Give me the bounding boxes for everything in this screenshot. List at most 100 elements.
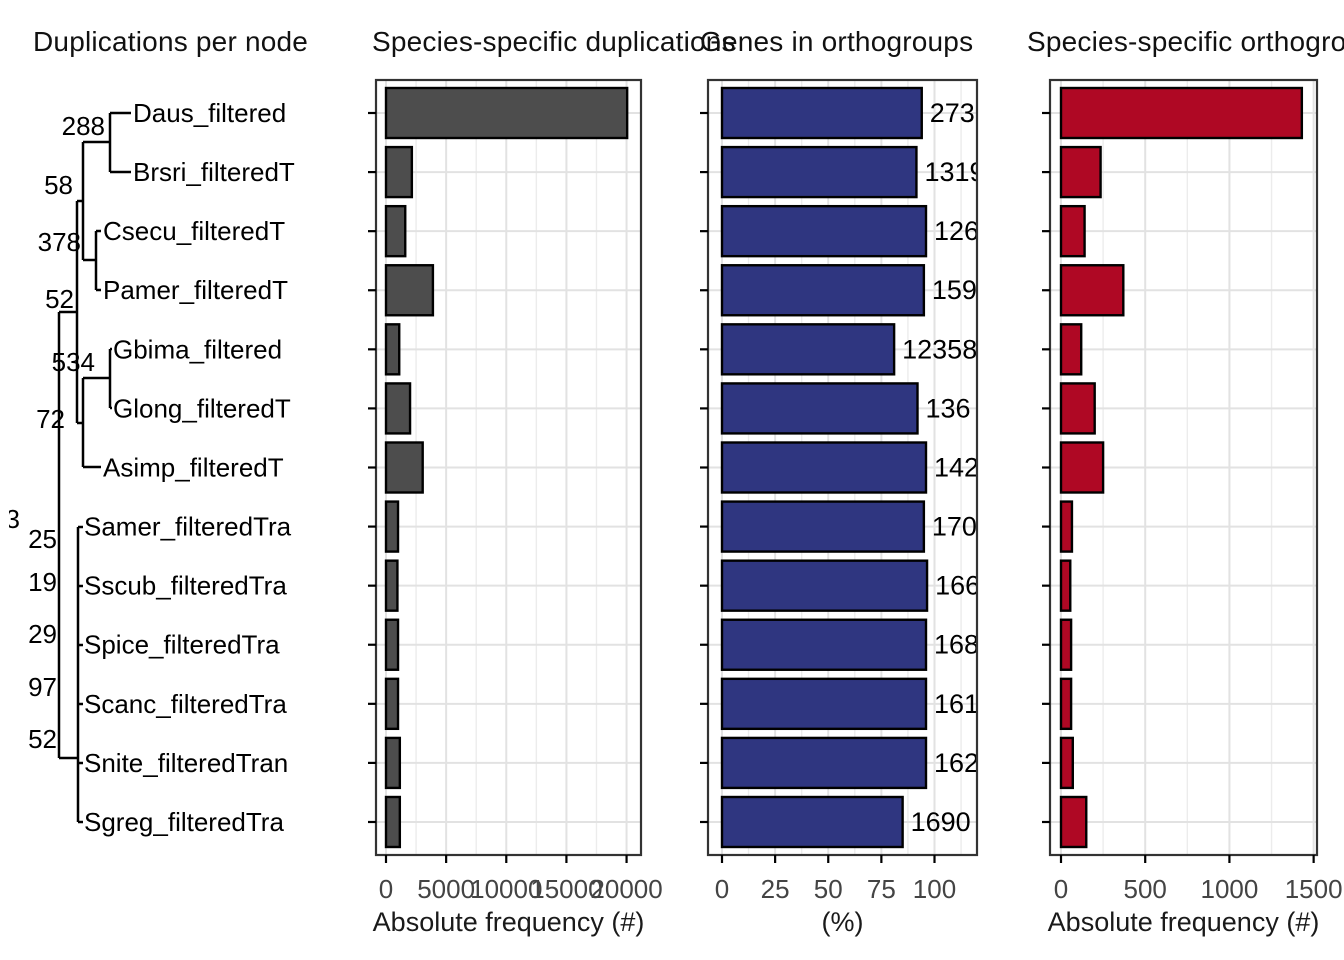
bar-Scanc_filteredTra bbox=[720, 677, 928, 731]
node-label: 378 bbox=[38, 227, 81, 257]
phylo-tree: Daus_filtered Brsri_filteredT Csecu_filter… bbox=[6, 98, 295, 837]
bar-Sscub_filteredTra bbox=[384, 559, 399, 612]
x-tick-label: 0 bbox=[715, 874, 729, 904]
node-label: 52 bbox=[45, 284, 74, 314]
bar-Sgreg_filteredTra bbox=[720, 795, 904, 849]
x-tick-label: 1000 bbox=[1200, 874, 1258, 904]
bar-Daus_filtered bbox=[1059, 86, 1304, 140]
title-duplications-per-node: Duplications per node bbox=[33, 26, 309, 57]
bar-Snite_filteredTran bbox=[720, 736, 928, 790]
x-tick-label: 0 bbox=[379, 874, 393, 904]
x-axis-title: Absolute frequency (#) bbox=[373, 907, 645, 937]
species-label: Scanc_filteredTra bbox=[84, 689, 287, 719]
bar-Csecu_filteredT bbox=[1059, 204, 1086, 258]
species-label: Asimp_filteredT bbox=[103, 452, 284, 482]
value-label: 1319 bbox=[924, 157, 984, 187]
bar-Samer_filteredTra bbox=[1059, 500, 1074, 553]
node-label: 3 bbox=[6, 504, 20, 534]
x-tick-label: 0 bbox=[1054, 874, 1068, 904]
species-label: Daus_filtered bbox=[133, 98, 286, 128]
bar-Sscub_filteredTra bbox=[1059, 559, 1072, 612]
value-label: 168 bbox=[934, 630, 979, 660]
species-label: Spice_filteredTra bbox=[84, 630, 280, 660]
bar-Scanc_filteredTra bbox=[384, 677, 400, 731]
bar-Daus_filtered bbox=[720, 86, 923, 140]
bar-Sgreg_filteredTra bbox=[1059, 795, 1088, 849]
node-label: 72 bbox=[36, 404, 65, 434]
bar-Sscub_filteredTra bbox=[720, 559, 929, 612]
x-axis-title: (%) bbox=[822, 907, 864, 937]
bar-Brsri_filteredT bbox=[720, 145, 918, 199]
bar-Spice_filteredTra bbox=[720, 618, 928, 671]
bar-Daus_filtered bbox=[384, 86, 629, 140]
title-genes-in-orthogroups: Genes in orthogroups bbox=[700, 26, 974, 57]
bar-Pamer_filteredT bbox=[720, 264, 926, 317]
bar-Snite_filteredTran bbox=[384, 736, 402, 790]
value-label: 170 bbox=[932, 512, 977, 542]
x-tick-label: 100 bbox=[913, 874, 956, 904]
bar-Pamer_filteredT bbox=[1059, 264, 1125, 317]
bar-Glong_filteredT bbox=[384, 382, 412, 435]
bars-group: 273 1319 126 159 12358 136 142 170 166 168 161 162 1… bbox=[720, 86, 984, 849]
node-label: 97 bbox=[28, 672, 57, 702]
node-label: 58 bbox=[44, 170, 73, 200]
x-tick-label: 10000 bbox=[470, 874, 542, 904]
value-label: 159 bbox=[932, 275, 977, 305]
bar-Snite_filteredTran bbox=[1059, 736, 1074, 790]
value-label: 166 bbox=[935, 571, 980, 601]
bar-Glong_filteredT bbox=[720, 382, 919, 435]
species-label: Csecu_filteredT bbox=[103, 216, 285, 246]
value-label: 12358 bbox=[902, 334, 977, 364]
species-label: Sscub_filteredTra bbox=[84, 571, 287, 601]
bar-Brsri_filteredT bbox=[384, 145, 414, 199]
x-tick-label: 5000 bbox=[417, 874, 475, 904]
bar-Asimp_filteredT bbox=[384, 441, 424, 494]
bar-Spice_filteredTra bbox=[384, 618, 400, 671]
bar-panel-genes-in-orthogroups-percent: 273 1319 126 159 12358 136 142 170 166 168 161 162 1… bbox=[700, 78, 984, 937]
bar-Gbima_filtered bbox=[1059, 323, 1083, 376]
x-tick-label: 15000 bbox=[530, 874, 602, 904]
x-tick-label: 50 bbox=[814, 874, 843, 904]
bar-Pamer_filteredT bbox=[384, 264, 435, 317]
species-label: Glong_filteredT bbox=[113, 393, 291, 423]
node-label: 19 bbox=[28, 567, 57, 597]
species-label: Brsri_filteredT bbox=[133, 157, 295, 187]
bar-Brsri_filteredT bbox=[1059, 145, 1102, 199]
bar-Samer_filteredTra bbox=[384, 500, 400, 553]
x-tick-label: 500 bbox=[1124, 874, 1167, 904]
value-label: 273 bbox=[930, 98, 975, 128]
node-label: 25 bbox=[28, 524, 57, 554]
bar-Samer_filteredTra bbox=[720, 500, 926, 553]
species-label: Gbima_filtered bbox=[113, 334, 282, 364]
value-label: 136 bbox=[926, 393, 971, 423]
species-label: Snite_filteredTran bbox=[84, 748, 288, 778]
value-label: 161 bbox=[934, 689, 979, 719]
x-tick-label: 25 bbox=[761, 874, 790, 904]
bar-Scanc_filteredTra bbox=[1059, 677, 1073, 731]
x-tick-label: 75 bbox=[867, 874, 896, 904]
species-label: Pamer_filteredT bbox=[103, 275, 288, 305]
x-axis-title: Absolute frequency (#) bbox=[1048, 907, 1320, 937]
bar-Asimp_filteredT bbox=[720, 441, 928, 494]
species-label: Sgreg_filteredTra bbox=[84, 807, 284, 837]
title-species-specific-duplications: Species-specific duplications bbox=[372, 26, 736, 57]
value-label: 126 bbox=[934, 216, 979, 246]
value-label: 162 bbox=[934, 748, 979, 778]
node-label: 52 bbox=[28, 724, 57, 754]
node-label: 288 bbox=[62, 111, 105, 141]
bar-Csecu_filteredT bbox=[720, 204, 928, 258]
bars-group bbox=[1059, 86, 1304, 849]
x-tick-label: 1500 bbox=[1285, 874, 1343, 904]
bar-Gbima_filtered bbox=[384, 323, 401, 376]
bar-Glong_filteredT bbox=[1059, 382, 1096, 435]
bar-Spice_filteredTra bbox=[1059, 618, 1073, 671]
bar-Sgreg_filteredTra bbox=[384, 795, 402, 849]
bar-Csecu_filteredT bbox=[384, 204, 407, 258]
node-label: 29 bbox=[28, 619, 57, 649]
species-label: Samer_filteredTra bbox=[84, 512, 292, 542]
x-tick-label: 20000 bbox=[590, 874, 662, 904]
bar-Asimp_filteredT bbox=[1059, 441, 1105, 494]
